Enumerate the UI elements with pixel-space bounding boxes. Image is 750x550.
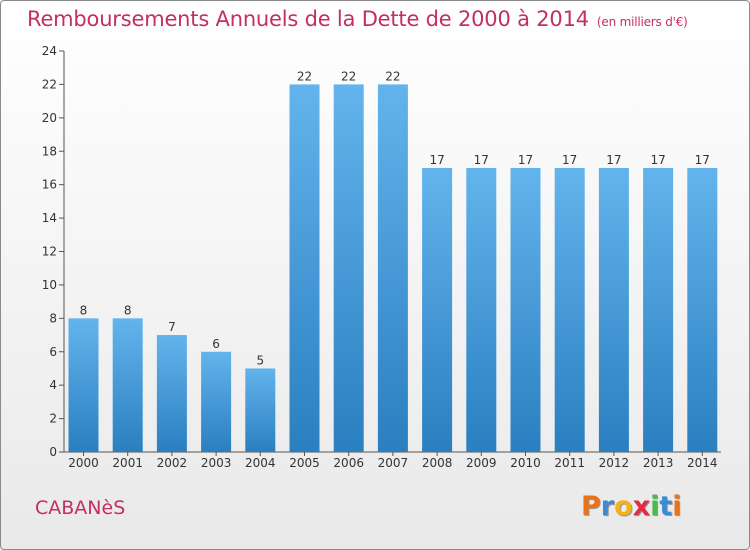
- y-tick-label: 2: [49, 412, 57, 426]
- logo-letter: t: [659, 491, 673, 522]
- y-tick-label: 18: [42, 144, 57, 158]
- value-label: 7: [168, 320, 176, 334]
- value-label: 17: [518, 153, 533, 167]
- chart-bars: [68, 84, 718, 453]
- x-tick-label: 2008: [422, 456, 453, 470]
- y-tick-label: 16: [42, 178, 57, 192]
- bar-2004[interactable]: [245, 368, 276, 452]
- value-label: 8: [124, 303, 132, 317]
- value-label: 5: [256, 353, 264, 367]
- value-label: 8: [80, 303, 88, 317]
- value-label: 17: [650, 153, 665, 167]
- y-tick-label: 8: [49, 311, 57, 325]
- logo-letter: r: [600, 491, 615, 522]
- bar-2009[interactable]: [466, 167, 497, 453]
- x-tick-label: 2001: [112, 456, 143, 470]
- logo-letter: x: [632, 491, 651, 522]
- x-tick-label: 2013: [643, 456, 674, 470]
- x-tick-label: 2006: [333, 456, 364, 470]
- value-label: 17: [606, 153, 621, 167]
- x-tick-label: 2005: [289, 456, 320, 470]
- value-label: 22: [297, 69, 312, 83]
- y-tick-label: 12: [42, 245, 57, 259]
- y-tick-label: 24: [42, 44, 57, 58]
- bar-2010[interactable]: [510, 167, 541, 453]
- x-tick-label: 2012: [599, 456, 630, 470]
- bar-2008[interactable]: [422, 167, 453, 453]
- bar-2012[interactable]: [598, 167, 629, 453]
- x-tick-label: 2010: [510, 456, 541, 470]
- x-tick-label: 2007: [378, 456, 409, 470]
- chart-title: Remboursements Annuels de la Dette de 20…: [27, 7, 688, 31]
- logo-letter: i: [672, 491, 682, 522]
- x-tick-label: 2009: [466, 456, 497, 470]
- bar-2005[interactable]: [289, 84, 320, 453]
- bar-2003[interactable]: [201, 351, 232, 452]
- logo-letter: P: [581, 491, 601, 522]
- x-tick-label: 2011: [554, 456, 585, 470]
- logo-letter: o: [614, 491, 633, 522]
- bar-2013[interactable]: [643, 167, 674, 453]
- x-tick-label: 2000: [68, 456, 99, 470]
- y-tick-label: 20: [42, 111, 57, 125]
- value-label: 17: [429, 153, 444, 167]
- y-tick-label: 14: [42, 211, 57, 225]
- bar-2001[interactable]: [112, 318, 143, 452]
- value-label: 17: [695, 153, 710, 167]
- value-label: 17: [474, 153, 489, 167]
- y-tick-label: 6: [49, 345, 57, 359]
- value-label: 6: [212, 337, 220, 351]
- value-label: 22: [385, 69, 400, 83]
- chart-title-text: Remboursements Annuels de la Dette de 20…: [27, 7, 589, 31]
- bar-2014[interactable]: [687, 167, 718, 453]
- y-tick-label: 0: [49, 445, 57, 459]
- y-tick-label: 10: [42, 278, 57, 292]
- x-tick-label: 2002: [157, 456, 188, 470]
- bar-2000[interactable]: [68, 318, 99, 452]
- x-tick-label: 2014: [687, 456, 718, 470]
- bar-2002[interactable]: [156, 335, 187, 452]
- chart-value-labels: 8 8 7 6 5 22 22 22 17 17 17 17 17 17 17: [80, 69, 710, 367]
- bar-2006[interactable]: [333, 84, 364, 453]
- y-tick-label: 22: [42, 77, 57, 91]
- town-name: CABANèS: [35, 497, 126, 519]
- bar-2011[interactable]: [554, 167, 585, 453]
- chart-subtitle: (en milliers d'€): [596, 15, 688, 29]
- bar-2007[interactable]: [377, 84, 408, 453]
- y-tick-label: 4: [49, 378, 57, 392]
- x-tick-label: 2003: [201, 456, 232, 470]
- value-label: 17: [562, 153, 577, 167]
- logo-letter: i: [650, 491, 660, 522]
- value-label: 22: [341, 69, 356, 83]
- proxiti-logo[interactable]: Proxiti: [581, 491, 682, 522]
- x-tick-label: 2004: [245, 456, 276, 470]
